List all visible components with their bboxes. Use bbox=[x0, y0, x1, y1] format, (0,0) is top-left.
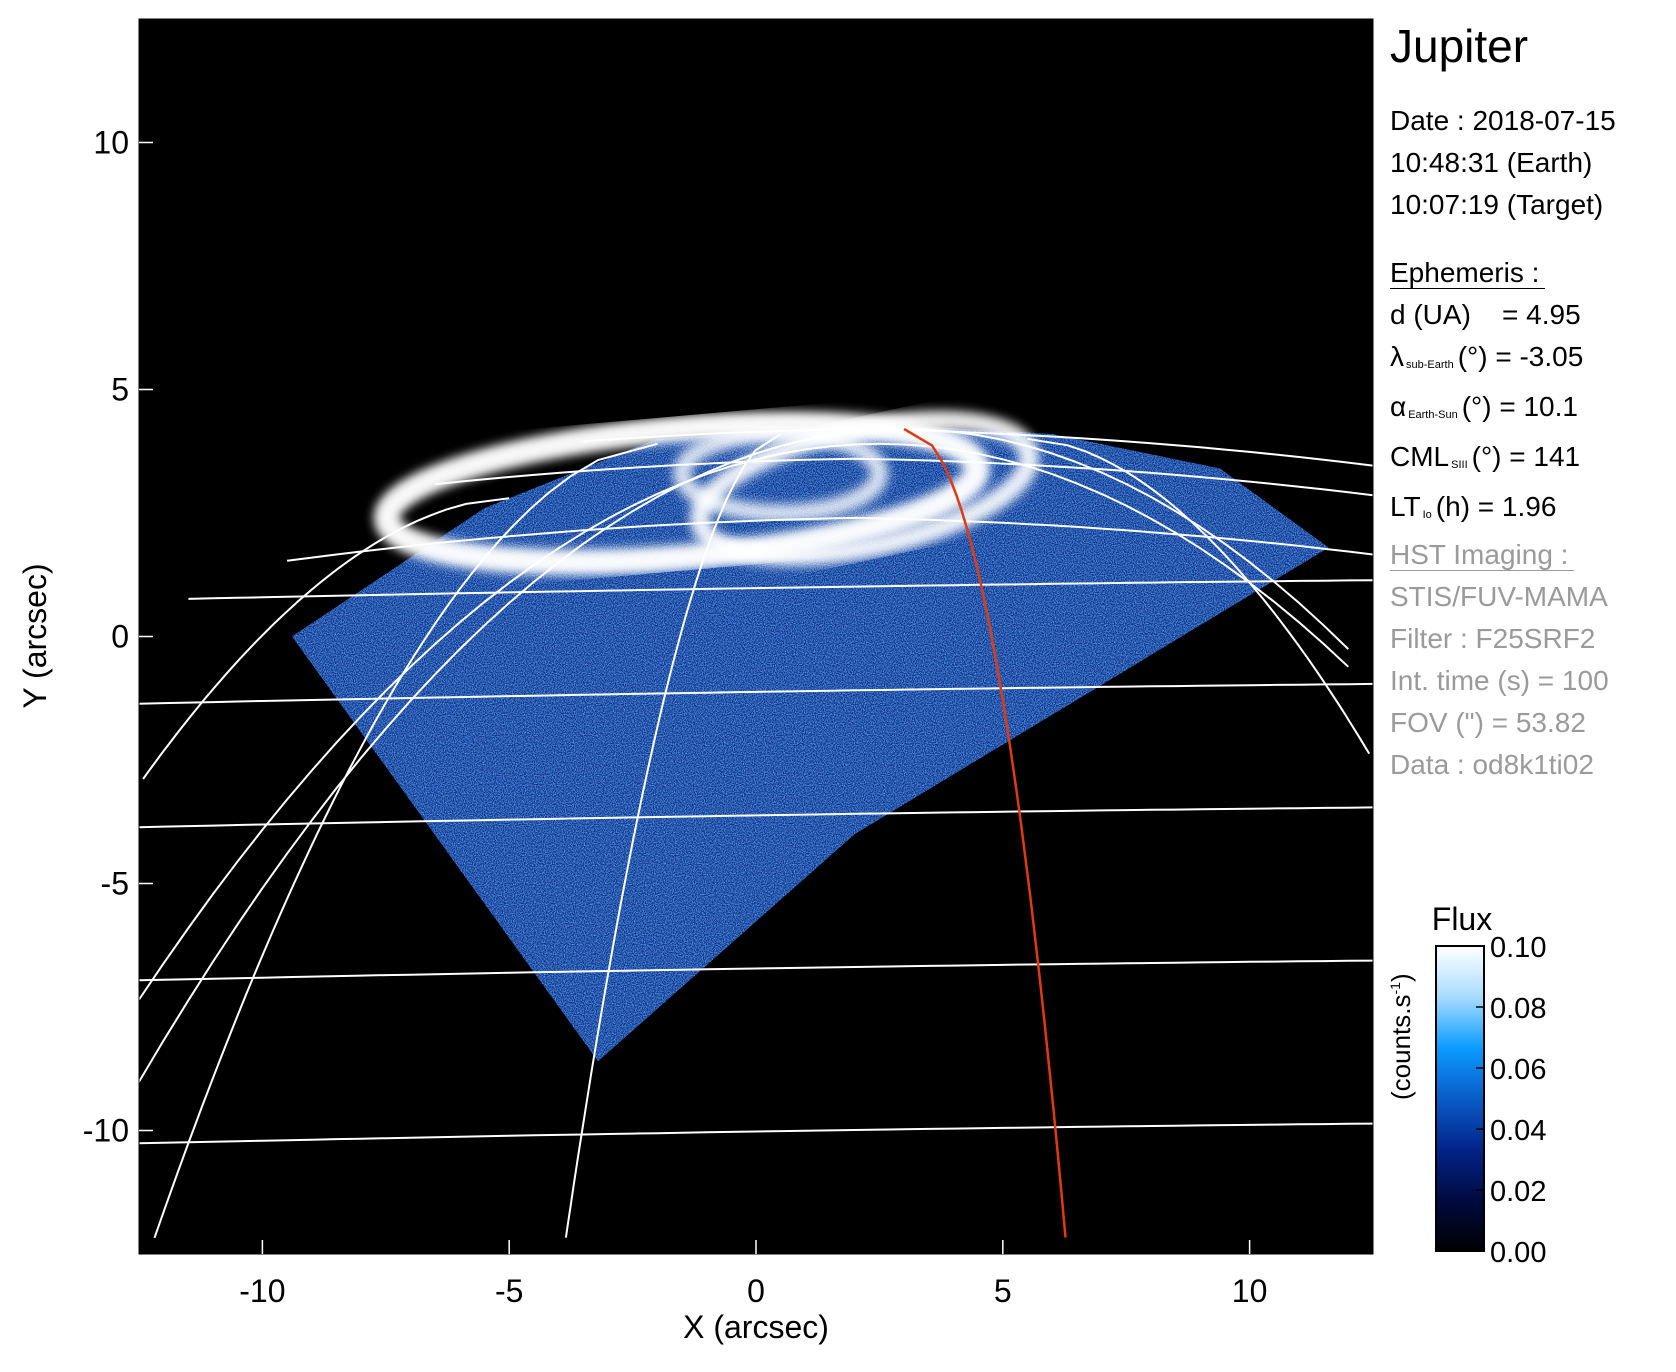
cml-value: (°) = 141 bbox=[1471, 441, 1581, 472]
x-tick-label: 0 bbox=[747, 1273, 765, 1309]
aurora-polar bbox=[672, 424, 889, 523]
colorbar-tick-label: 0.10 bbox=[1490, 932, 1546, 964]
latitude-line bbox=[188, 579, 1373, 600]
time-earth: 10:48:31 (Earth) bbox=[1390, 147, 1593, 178]
colorbar-unit-label: (counts.s-1) bbox=[1386, 973, 1416, 1100]
limb-arc-inner bbox=[139, 442, 1349, 1001]
latitude-line bbox=[435, 457, 1373, 497]
x-tick-label: 5 bbox=[994, 1273, 1012, 1309]
y-axis-label: Y (arcsec) bbox=[17, 563, 53, 708]
latitude-line bbox=[286, 516, 1373, 562]
time-target: 10:07:19 (Target) bbox=[1390, 189, 1604, 220]
y-tick-label: 0 bbox=[111, 619, 129, 655]
colorbar: 0.10 0.08 0.06 0.04 0.02 0.00 bbox=[1435, 932, 1546, 1269]
colorbar-tick-label: 0.00 bbox=[1490, 1237, 1546, 1269]
meridian bbox=[1027, 437, 1371, 755]
latitude-line bbox=[139, 806, 1373, 829]
x-tick-label: -5 bbox=[495, 1273, 523, 1309]
ephemeris-heading: Ephemeris : bbox=[1390, 258, 1546, 289]
alpha-sub: Earth-Sun bbox=[1408, 409, 1458, 421]
alpha-value: (°) = 10.1 bbox=[1461, 391, 1578, 422]
hst-block: HST Imaging : STIS/FUV-MAMA Filter : F25… bbox=[1390, 534, 1609, 786]
alpha-symbol: α bbox=[1390, 391, 1407, 422]
meridian bbox=[153, 442, 658, 1239]
aurora-main-core bbox=[381, 419, 983, 568]
data-id: Data : od8k1ti02 bbox=[1390, 749, 1594, 780]
central-meridian-line bbox=[903, 427, 1067, 1238]
limb-arc bbox=[139, 427, 1349, 1083]
meridian bbox=[564, 433, 782, 1238]
colorbar-tick-label: 0.02 bbox=[1490, 1176, 1546, 1208]
lt-symbol: LT bbox=[1390, 491, 1421, 522]
latitude-line bbox=[583, 427, 1373, 467]
x-tick-label: -10 bbox=[239, 1273, 285, 1309]
colorbar-tick-label: 0.06 bbox=[1490, 1054, 1546, 1086]
lt-value: (h) = 1.96 bbox=[1435, 491, 1557, 522]
x-axis-label: X (arcsec) bbox=[683, 1309, 829, 1345]
colorbar-tick-label: 0.08 bbox=[1490, 993, 1546, 1025]
filter: Filter : F25SRF2 bbox=[1390, 623, 1596, 654]
y-tick-label: 5 bbox=[111, 372, 129, 408]
latitude-line bbox=[139, 959, 1373, 982]
cml-sub: SIII bbox=[1451, 459, 1468, 471]
lambda-value: (°) = -3.05 bbox=[1457, 341, 1584, 372]
latitude-line bbox=[139, 1122, 1373, 1145]
y-tick-label: -10 bbox=[83, 1113, 129, 1149]
colorbar-gradient bbox=[1435, 945, 1485, 1252]
instrument: STIS/FUV-MAMA bbox=[1390, 581, 1608, 612]
ephemeris-block: Ephemeris : d (UA) = 4.95 λ sub-Earth (°) … bbox=[1390, 252, 1583, 536]
colorbar-title: Flux bbox=[1432, 901, 1492, 937]
lambda-sub: sub-Earth bbox=[1406, 359, 1454, 371]
y-tick-label: -5 bbox=[101, 866, 129, 902]
time-block: Date : 2018-07-15 10:48:31 (Earth) 10:07… bbox=[1390, 100, 1616, 226]
fov: FOV (") = 53.82 bbox=[1390, 707, 1586, 738]
lt-sub: Io bbox=[1422, 509, 1432, 521]
colorbar-tick-label: 0.04 bbox=[1490, 1115, 1546, 1147]
cml-symbol: CML bbox=[1390, 441, 1450, 472]
planet-title: Jupiter bbox=[1390, 20, 1529, 72]
lat-lon-grid bbox=[139, 427, 1373, 1239]
d-label: d (UA) bbox=[1390, 299, 1471, 330]
int-time: Int. time (s) = 100 bbox=[1390, 665, 1609, 696]
lambda-symbol: λ bbox=[1390, 341, 1404, 372]
x-tick-label: 10 bbox=[1232, 1273, 1268, 1309]
d-value: = 4.95 bbox=[1502, 299, 1581, 330]
latitude-line bbox=[139, 682, 1373, 705]
y-tick-label: 10 bbox=[93, 125, 129, 161]
date: Date : 2018-07-15 bbox=[1390, 105, 1616, 136]
hst-heading: HST Imaging : bbox=[1390, 540, 1575, 571]
meridian bbox=[142, 497, 510, 780]
axis-ticks: -10 -5 0 5 10 10 5 0 -5 -10 bbox=[83, 18, 1374, 1309]
